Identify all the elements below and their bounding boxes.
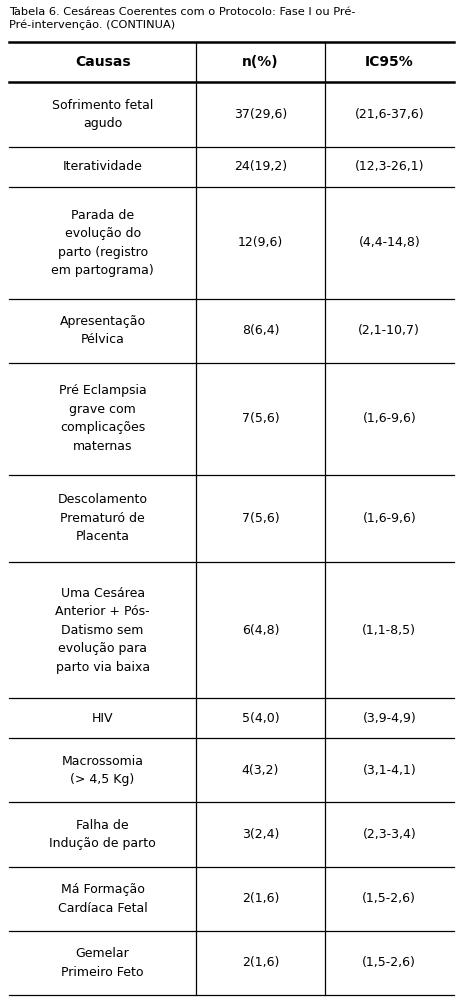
Text: (2,1-10,7): (2,1-10,7): [358, 324, 420, 337]
Text: 24(19,2): 24(19,2): [234, 161, 287, 173]
Text: Má Formação
Cardíaca Fetal: Má Formação Cardíaca Fetal: [58, 883, 148, 914]
Text: Iteratividade: Iteratividade: [63, 161, 143, 173]
Text: (1,6-9,6): (1,6-9,6): [363, 512, 416, 525]
Text: Pré Eclampsia
grave com
complicações
maternas: Pré Eclampsia grave com complicações mat…: [59, 385, 146, 453]
Text: HIV: HIV: [92, 712, 113, 725]
Text: (21,6-37,6): (21,6-37,6): [355, 108, 424, 121]
Text: (2,3-3,4): (2,3-3,4): [363, 829, 416, 841]
Text: Macrossomia
(> 4,5 Kg): Macrossomia (> 4,5 Kg): [62, 755, 144, 787]
Text: (4,4-14,8): (4,4-14,8): [358, 236, 420, 249]
Text: 6(4,8): 6(4,8): [242, 624, 279, 637]
Text: 2(1,6): 2(1,6): [242, 892, 279, 905]
Text: 2(1,6): 2(1,6): [242, 956, 279, 969]
Text: Tabela 6. Cesáreas Coerentes com o Protocolo: Fase I ou Pré-
Pré-intervenção. (C: Tabela 6. Cesáreas Coerentes com o Proto…: [9, 7, 356, 30]
Text: Apresentação
Pélvica: Apresentação Pélvica: [60, 315, 146, 347]
Text: n(%): n(%): [242, 55, 279, 69]
Text: Parada de
evolução do
parto (registro
em partograma): Parada de evolução do parto (registro em…: [51, 208, 154, 277]
Text: (3,9-4,9): (3,9-4,9): [363, 712, 416, 725]
Text: Descolamento
Prematuró de
Placenta: Descolamento Prematuró de Placenta: [57, 494, 148, 543]
Text: (1,5-2,6): (1,5-2,6): [363, 892, 416, 905]
Text: 7(5,6): 7(5,6): [242, 412, 279, 425]
Text: 4(3,2): 4(3,2): [242, 764, 279, 777]
Text: (1,5-2,6): (1,5-2,6): [363, 956, 416, 969]
Text: 37(29,6): 37(29,6): [234, 108, 287, 121]
Text: (12,3-26,1): (12,3-26,1): [355, 161, 424, 173]
Text: Uma Cesárea
Anterior + Pós-
Datismo sem
evolução para
parto via baixa: Uma Cesárea Anterior + Pós- Datismo sem …: [55, 586, 150, 674]
Text: (1,6-9,6): (1,6-9,6): [363, 412, 416, 425]
Text: 5(4,0): 5(4,0): [242, 712, 279, 725]
Text: (3,1-4,1): (3,1-4,1): [363, 764, 416, 777]
Text: 3(2,4): 3(2,4): [242, 829, 279, 841]
Text: Gemelar
Primeiro Feto: Gemelar Primeiro Feto: [62, 947, 144, 979]
Text: Causas: Causas: [75, 55, 131, 69]
Text: Sofrimento fetal
agudo: Sofrimento fetal agudo: [52, 99, 153, 131]
Text: 8(6,4): 8(6,4): [242, 324, 279, 337]
Text: (1,1-8,5): (1,1-8,5): [362, 624, 416, 637]
Text: 7(5,6): 7(5,6): [242, 512, 279, 525]
Text: 12(9,6): 12(9,6): [238, 236, 283, 249]
Text: IC95%: IC95%: [365, 55, 413, 69]
Text: Falha de
Indução de parto: Falha de Indução de parto: [49, 819, 156, 850]
